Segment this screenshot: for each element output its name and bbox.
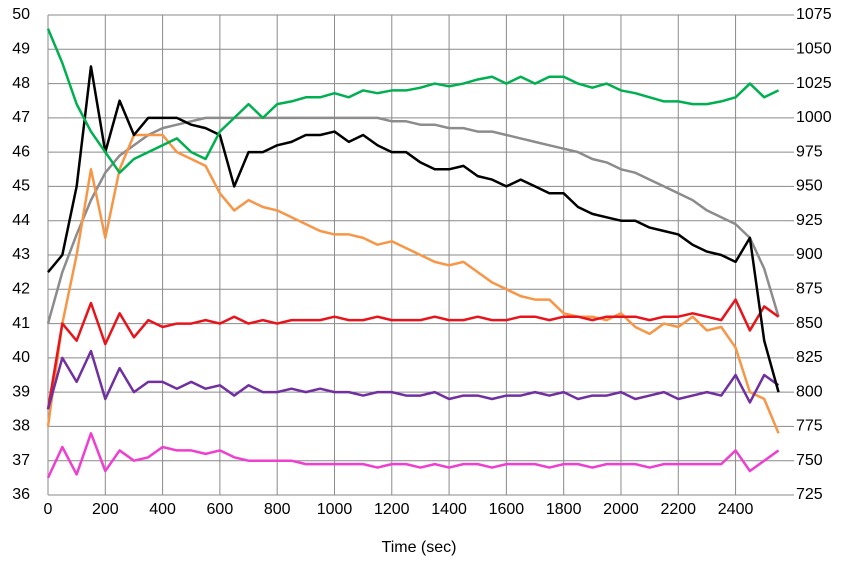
y-tick-label: 43 (12, 246, 30, 263)
y2-tick-label: 950 (796, 178, 823, 195)
y2-tick-label: 850 (796, 315, 823, 332)
x-tick-label: 600 (207, 501, 234, 518)
x-tick-label: 800 (264, 501, 291, 518)
series-line (46, 28, 780, 174)
y-tick-label: 42 (12, 281, 30, 298)
series-line (46, 432, 780, 479)
y-tick-label: 44 (12, 212, 30, 229)
series-line (46, 133, 780, 434)
series-line (46, 116, 780, 324)
y-tick-label: 49 (12, 41, 30, 58)
x-tick-label: 400 (149, 501, 176, 518)
y2-tick-label: 900 (796, 246, 823, 263)
series-line (47, 65, 780, 393)
y-tick-label: 38 (12, 418, 30, 435)
x-axis-label: Time (sec) (382, 539, 457, 556)
x-tick-label: 1600 (489, 501, 525, 518)
y2-tick-label: 1025 (796, 75, 832, 92)
x-tick-label: 2200 (660, 501, 696, 518)
x-tick-label: 2000 (603, 501, 639, 518)
x-tick-label: 1400 (431, 501, 467, 518)
y-tick-label: 40 (12, 349, 30, 366)
y-tick-label: 50 (12, 6, 30, 23)
y-tick-label: 46 (12, 143, 30, 160)
y2-tick-label: 825 (796, 349, 823, 366)
y2-tick-label: 800 (796, 383, 823, 400)
y-tick-label: 36 (12, 486, 30, 503)
y2-tick-label: 1000 (796, 109, 832, 126)
series-line (46, 349, 780, 410)
y2-tick-label: 775 (796, 418, 823, 435)
y2-tick-label: 925 (796, 212, 823, 229)
y2-tick-label: 1075 (796, 6, 832, 23)
y2-tick-label: 875 (796, 281, 823, 298)
x-tick-label: 2400 (718, 501, 754, 518)
y-tick-label: 39 (12, 383, 30, 400)
y-tick-label: 41 (12, 315, 30, 332)
x-tick-label: 0 (44, 501, 53, 518)
y-tick-label: 48 (12, 75, 30, 92)
series-line (46, 298, 780, 410)
x-tick-label: 1800 (546, 501, 582, 518)
y2-tick-label: 725 (796, 486, 823, 503)
y-tick-label: 47 (12, 109, 30, 126)
x-tick-label: 1000 (317, 501, 353, 518)
y-tick-label: 45 (12, 178, 30, 195)
x-tick-label: 1200 (374, 501, 410, 518)
y2-tick-label: 750 (796, 452, 823, 469)
y2-tick-label: 975 (796, 143, 823, 160)
x-tick-label: 200 (92, 501, 119, 518)
y-tick-label: 37 (12, 452, 30, 469)
y2-tick-label: 1050 (796, 41, 832, 58)
